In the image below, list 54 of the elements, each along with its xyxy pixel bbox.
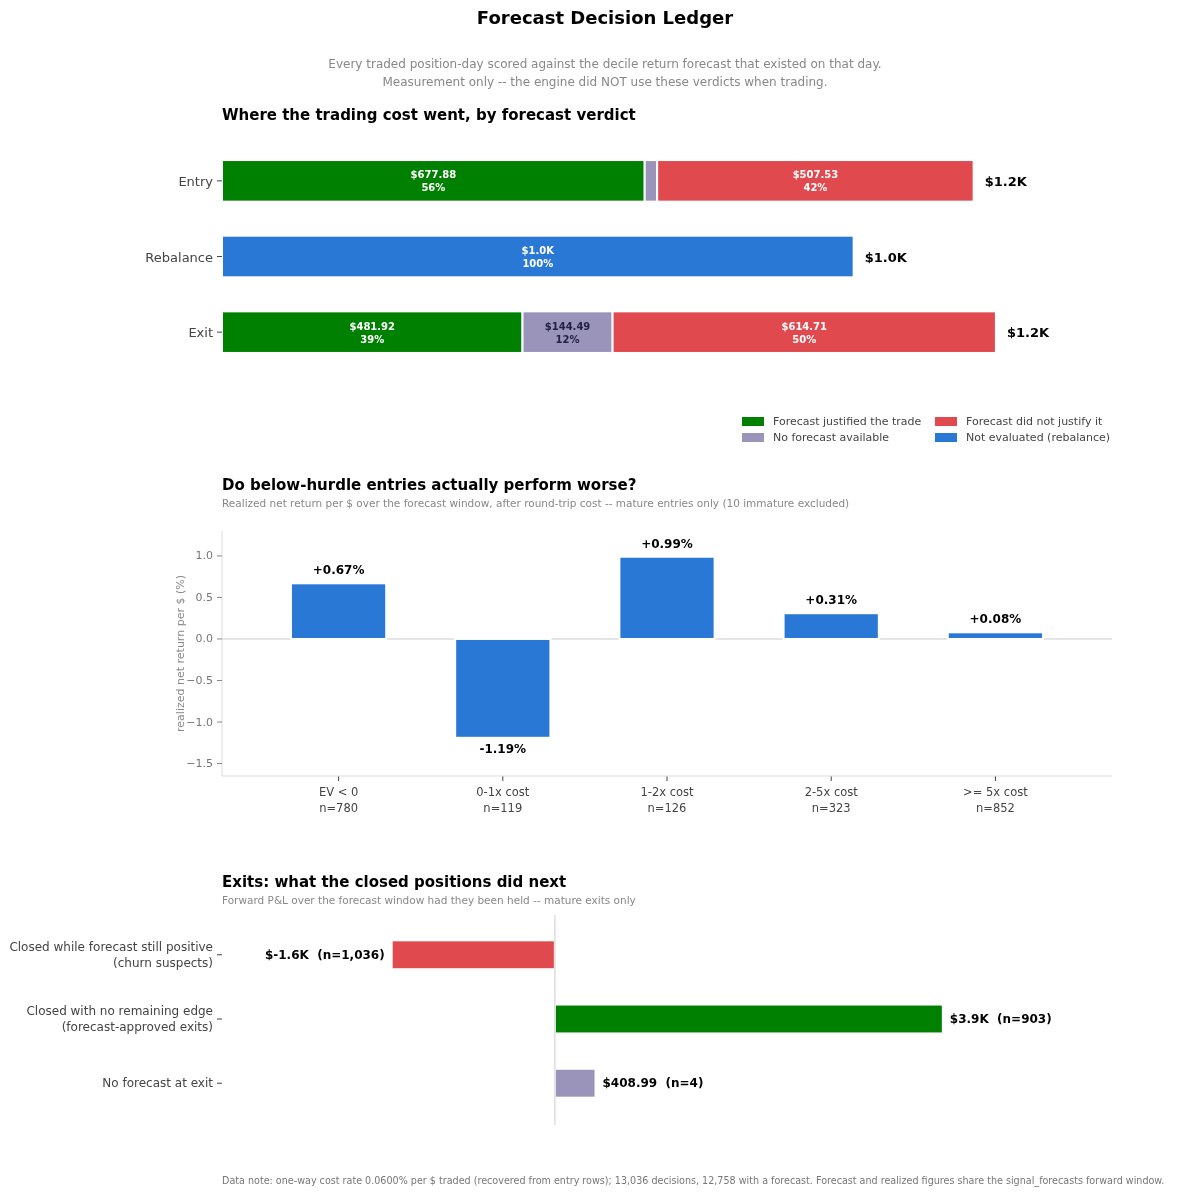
bar xyxy=(946,631,1045,640)
data-label: $-1.6K (n=1,036) xyxy=(264,947,385,962)
data-label: +0.99% xyxy=(641,536,693,551)
total-label: $1.2K xyxy=(1006,324,1050,340)
x-tick-label: 1-2x cost n=126 xyxy=(640,785,695,815)
data-label: $1.0K 100% xyxy=(521,244,556,269)
data-label: -1.19% xyxy=(479,741,527,756)
text: Forecast Decision Ledger xyxy=(476,6,734,28)
y-tick-label: −0.5 xyxy=(186,673,213,687)
text: Measurement only -- the engine did NOT use these verdicts when trading. xyxy=(382,75,828,89)
y-tick-label: Closed with no remaining edge (forecast-approved exits) xyxy=(26,1004,213,1034)
bar xyxy=(782,612,880,640)
data-label: $614.71 50% xyxy=(781,320,828,345)
text: Data note: one-way cost rate 0.0600% per $ traded (recovered from entry rows); 13,036 decisions, 12,758 with a forecast. Forecast and realized figures share the signal_forecasts forward window. xyxy=(222,1174,1165,1187)
y-tick-label: Entry xyxy=(178,173,214,189)
chart-subtitle: Forward P&L over the forecast window had they been held -- mature exits only xyxy=(222,894,636,906)
total-label: $1.0K xyxy=(864,249,908,264)
data-label: $408.99 (n=4) xyxy=(602,1076,704,1091)
bar xyxy=(221,234,855,279)
data-label: $3.9K (n=903) xyxy=(949,1012,1052,1026)
data-label: $507.53 42% xyxy=(792,168,839,193)
bar xyxy=(618,555,716,640)
data-label: +0.31% xyxy=(805,593,858,608)
x-tick-label: EV < 0 n=780 xyxy=(318,785,359,815)
y-axis-title: realized net return per $ (%) xyxy=(173,575,187,732)
y-tick-label: 0.0 xyxy=(195,632,213,646)
bar xyxy=(289,582,388,640)
y-tick-label: Rebalance xyxy=(145,249,213,264)
y-tick-label: 1.0 xyxy=(195,549,213,563)
chart-title: Where the trading cost went, by forecast verdict xyxy=(222,106,636,124)
data-label: $144.49 12% xyxy=(544,320,591,345)
y-tick-label: −1.5 xyxy=(186,757,213,771)
y-tick-label: No forecast at exit xyxy=(102,1076,214,1091)
x-tick-label: 0-1x cost n=119 xyxy=(476,785,530,815)
data-label: +0.67% xyxy=(312,563,365,578)
data-label: +0.08% xyxy=(969,612,1022,627)
data-label: $677.88 56% xyxy=(410,168,457,193)
data-label: $481.92 39% xyxy=(349,320,396,345)
y-tick-label: −1.0 xyxy=(186,715,213,729)
y-tick-label: 0.5 xyxy=(195,590,213,604)
legend-label: No forecast available xyxy=(773,430,890,444)
y-tick-label: Exit xyxy=(188,324,213,340)
legend-label: Forecast justified the trade xyxy=(773,414,922,428)
legend-label: Forecast did not justify it xyxy=(966,414,1103,428)
total-label: $1.2K xyxy=(984,173,1028,189)
chart-title: Exits: what the closed positions did next xyxy=(222,873,567,891)
text: Every traded position-day scored against the decile return forecast that existed on that day. xyxy=(328,57,882,71)
bar xyxy=(454,637,552,739)
y-tick-label: Closed while forecast still positive (churn suspects) xyxy=(9,939,213,970)
x-tick-label: >= 5x cost n=852 xyxy=(963,785,1029,815)
legend-label: Not evaluated (rebalance) xyxy=(966,430,1111,444)
x-tick-label: 2-5x cost n=323 xyxy=(804,785,859,815)
chart-subtitle: Realized net return per $ over the forecast window, after round-trip cost -- mature entries only (10 immature excluded) xyxy=(222,497,850,509)
chart-title: Do below-hurdle entries actually perform worse? xyxy=(222,476,637,494)
